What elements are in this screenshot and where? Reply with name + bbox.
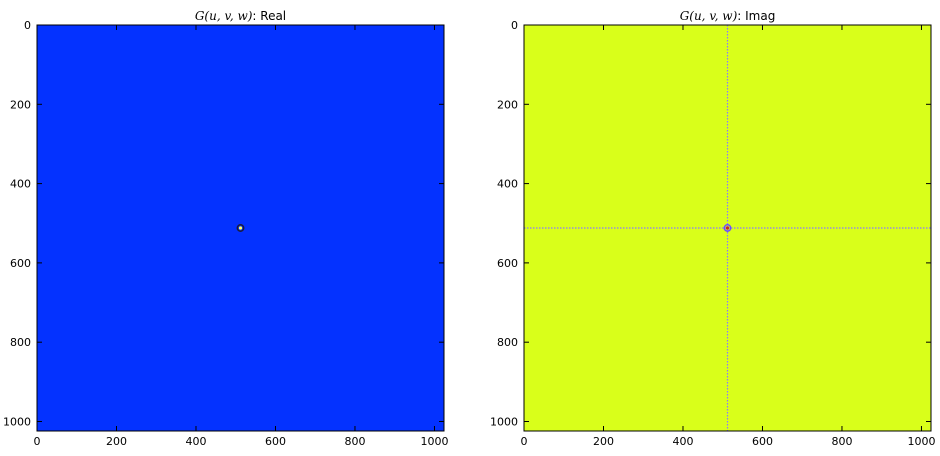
imag-heatmap-features — [524, 25, 931, 431]
real-center-peak — [238, 226, 243, 230]
real-ytick-label: 400 — [10, 178, 31, 191]
imag-xtick-label: 800 — [831, 435, 852, 448]
real-title-suffix: : Real — [252, 9, 286, 23]
imag-ytick-label: 200 — [497, 98, 518, 111]
real-xtick-label: 0 — [34, 435, 41, 448]
imag-title-math: G(u, v, w) — [680, 9, 738, 23]
real-heatmap-features — [236, 224, 245, 232]
imag-ytick-label: 800 — [497, 336, 518, 349]
imag-xtick-label: 200 — [593, 435, 614, 448]
imag-xtick-label: 0 — [521, 435, 528, 448]
imag-ytick-label: 400 — [497, 178, 518, 191]
imag-peak-ring — [723, 224, 732, 232]
imag-xtick-label: 1000 — [907, 435, 935, 448]
imag-axes-frame — [523, 24, 932, 432]
real-ytick-label: 800 — [10, 336, 31, 349]
real-xtick-label: 200 — [106, 435, 127, 448]
real-xtick-label: 1000 — [420, 435, 448, 448]
imag-xtick-label: 600 — [752, 435, 773, 448]
real-xtick-label: 800 — [344, 435, 365, 448]
imag-panel-title: G(u, v, w): Imag — [680, 9, 776, 23]
imag-title-suffix: : Imag — [737, 9, 775, 23]
real-part-panel: G(u, v, w): Real 0 200 400 600 800 1000020040… — [3, 9, 448, 448]
real-ytick-label: 600 — [10, 257, 31, 270]
real-title-math: G(u, v, w) — [195, 9, 253, 23]
real-ytick-label: 200 — [10, 98, 31, 111]
imag-center-peak — [725, 226, 730, 230]
real-axes-frame — [36, 24, 445, 432]
real-ytick-label: 0 — [24, 19, 31, 32]
real-ytick-label: 1000 — [3, 415, 31, 428]
real-xtick-label: 400 — [185, 435, 206, 448]
imag-xtick-label: 400 — [672, 435, 693, 448]
imag-ytick-label: 600 — [497, 257, 518, 270]
imag-part-panel: G(u, v, w): Imag 0 200 400 600 800 1000020040… — [490, 9, 935, 448]
imag-ytick-label: 1000 — [490, 415, 518, 428]
real-panel-title: G(u, v, w): Real — [195, 9, 286, 23]
real-xtick-label: 600 — [265, 435, 286, 448]
real-peak-ring — [236, 224, 245, 232]
imag-ytick-label: 0 — [511, 19, 518, 32]
